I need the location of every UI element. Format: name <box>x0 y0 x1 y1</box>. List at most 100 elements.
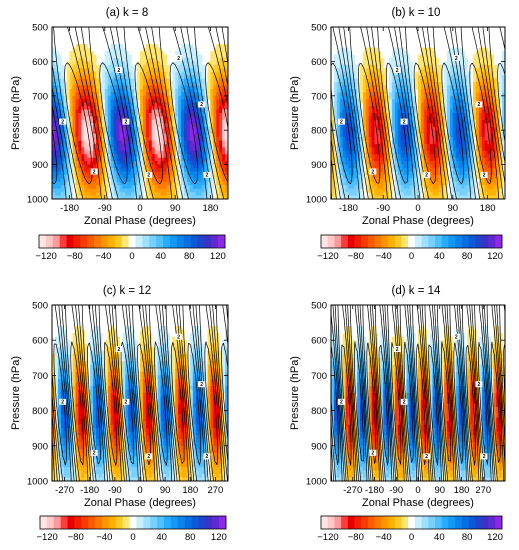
shade-cell <box>464 188 468 193</box>
shade-cell <box>54 123 59 128</box>
shade-cell <box>134 102 138 107</box>
shade-cell <box>93 71 97 76</box>
shade-cell <box>137 150 141 155</box>
shade-cell <box>481 113 486 118</box>
shade-cell <box>374 140 378 145</box>
shade-cell <box>216 171 220 176</box>
shade-cell <box>394 95 399 100</box>
shade-cell <box>189 88 194 93</box>
shade-cell <box>455 85 460 90</box>
shade-cell <box>354 123 358 128</box>
shade-cell <box>134 113 138 118</box>
shade-cell <box>423 195 428 199</box>
shade-cell <box>354 102 358 107</box>
shade-cell <box>458 51 463 56</box>
shade-cell <box>418 168 422 173</box>
shade-cell <box>81 130 85 135</box>
shade-cell <box>69 185 74 190</box>
shade-cell <box>101 88 106 93</box>
shade-cell <box>222 188 226 193</box>
shade-cell <box>481 185 486 190</box>
shade-cell <box>166 130 170 135</box>
shade-cell <box>487 171 492 176</box>
shade-cell <box>78 47 82 52</box>
shade-cell <box>81 192 85 197</box>
shade-cell <box>81 78 85 83</box>
shade-cell <box>184 78 188 83</box>
shade-cell <box>455 64 460 69</box>
shade-cell <box>148 164 153 169</box>
shade-cell <box>113 106 118 111</box>
shade-cell <box>476 109 480 114</box>
shade-cell <box>432 161 436 166</box>
shade-cell <box>216 92 220 97</box>
shade-cell <box>54 119 59 124</box>
shade-cell <box>455 75 460 80</box>
shade-cell <box>101 116 106 121</box>
shade-cell <box>412 102 416 107</box>
shade-cell <box>368 123 373 128</box>
shade-cell <box>487 133 492 138</box>
shade-cell <box>397 106 402 111</box>
shade-cell <box>429 102 434 107</box>
shade-cell <box>163 154 167 159</box>
shade-cell <box>473 164 477 169</box>
shade-cell <box>81 174 85 179</box>
shade-cell <box>432 140 436 145</box>
shade-cell <box>225 102 228 107</box>
shade-cell <box>93 192 97 197</box>
shade-cell <box>216 61 220 66</box>
shade-cell <box>487 126 492 131</box>
shade-cell <box>137 85 141 90</box>
shade-cell <box>216 106 220 111</box>
shade-cell <box>69 113 74 118</box>
shade-cell <box>345 88 349 93</box>
shade-cell <box>181 123 185 128</box>
shade-cell <box>104 157 109 162</box>
shade-cell <box>365 92 370 97</box>
shade-cell <box>101 68 106 73</box>
shade-cell <box>362 64 367 69</box>
shade-cell <box>225 181 228 186</box>
shade-cell <box>397 168 402 173</box>
shade-cell <box>157 154 162 159</box>
shade-cell <box>406 68 410 73</box>
shade-cell <box>481 116 486 121</box>
shade-cell <box>345 157 349 162</box>
shade-cell <box>201 143 206 148</box>
shade-cell <box>484 188 489 193</box>
shade-cell <box>403 54 407 59</box>
shade-cell <box>157 64 162 69</box>
shade-cell <box>84 82 88 87</box>
shade-cell <box>400 126 405 131</box>
shade-cell <box>192 123 197 128</box>
shade-cell <box>449 64 454 69</box>
shade-cell <box>455 168 460 173</box>
shade-cell <box>142 88 147 93</box>
shade-cell <box>403 143 407 148</box>
shade-cell <box>397 61 402 66</box>
shade-cell <box>391 51 396 56</box>
shade-cell <box>98 143 103 148</box>
shade-cell <box>336 130 341 135</box>
shade-cell <box>154 157 159 162</box>
shade-cell <box>342 47 347 52</box>
shade-cell <box>207 92 211 97</box>
shade-cell <box>172 88 176 93</box>
shade-cell <box>60 78 65 83</box>
shade-cell <box>140 78 144 83</box>
shade-cell <box>192 82 197 87</box>
shade-cell <box>131 174 135 179</box>
shade-cell <box>371 137 376 142</box>
shade-cell <box>374 161 378 166</box>
shade-cell <box>96 192 100 197</box>
shade-cell <box>181 143 185 148</box>
shade-cell <box>455 133 460 138</box>
shade-cell <box>137 64 141 69</box>
shade-cell <box>134 147 138 152</box>
shade-cell <box>148 109 153 114</box>
shade-cell <box>415 157 419 162</box>
shade-cell <box>490 130 494 135</box>
shade-cell <box>78 106 82 111</box>
shade-cell <box>484 161 489 166</box>
